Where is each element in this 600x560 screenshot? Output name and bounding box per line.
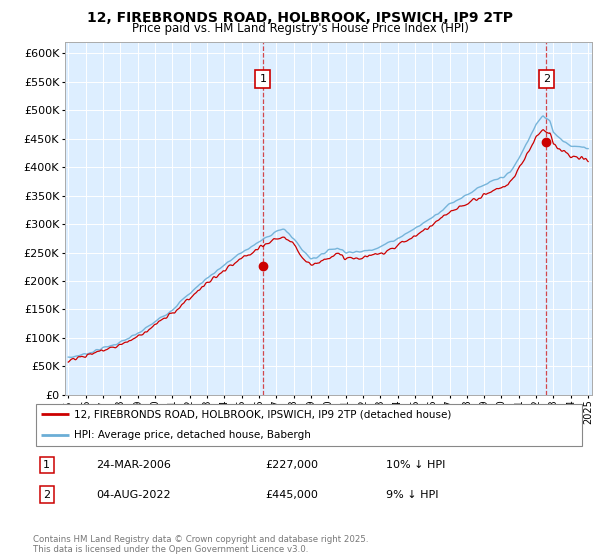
Text: 12, FIREBRONDS ROAD, HOLBROOK, IPSWICH, IP9 2TP (detached house): 12, FIREBRONDS ROAD, HOLBROOK, IPSWICH, … (74, 409, 452, 419)
Text: 2: 2 (543, 74, 550, 84)
Text: £227,000: £227,000 (265, 460, 318, 470)
Text: 1: 1 (259, 74, 266, 84)
Text: HPI: Average price, detached house, Babergh: HPI: Average price, detached house, Babe… (74, 431, 311, 441)
Text: 2: 2 (43, 489, 50, 500)
Text: 10% ↓ HPI: 10% ↓ HPI (386, 460, 446, 470)
Text: 1: 1 (43, 460, 50, 470)
FancyBboxPatch shape (36, 404, 582, 446)
Text: 24-MAR-2006: 24-MAR-2006 (97, 460, 172, 470)
Text: 9% ↓ HPI: 9% ↓ HPI (386, 489, 439, 500)
Text: Price paid vs. HM Land Registry's House Price Index (HPI): Price paid vs. HM Land Registry's House … (131, 22, 469, 35)
Text: £445,000: £445,000 (265, 489, 318, 500)
Text: 12, FIREBRONDS ROAD, HOLBROOK, IPSWICH, IP9 2TP: 12, FIREBRONDS ROAD, HOLBROOK, IPSWICH, … (87, 11, 513, 25)
Text: Contains HM Land Registry data © Crown copyright and database right 2025.
This d: Contains HM Land Registry data © Crown c… (33, 535, 368, 554)
Text: 04-AUG-2022: 04-AUG-2022 (97, 489, 171, 500)
